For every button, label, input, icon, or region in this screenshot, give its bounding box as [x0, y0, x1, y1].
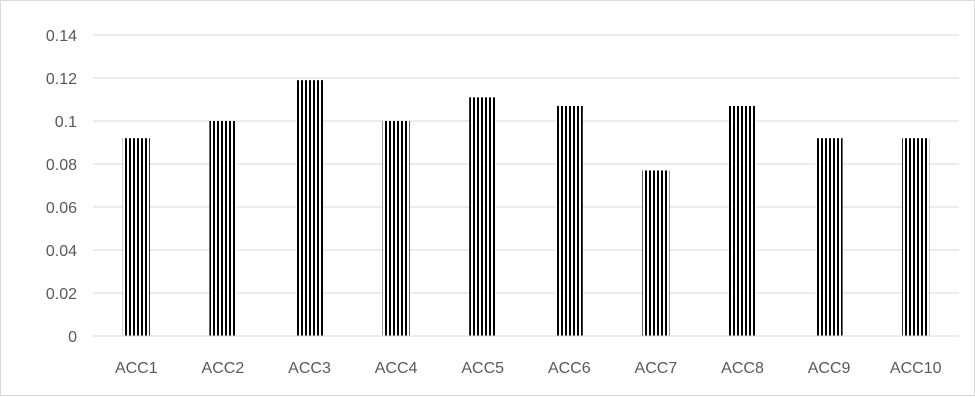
- x-tick-label: ACC3: [288, 360, 331, 377]
- x-tick-label: ACC5: [461, 360, 504, 377]
- y-tick-label: 0.1: [55, 114, 77, 131]
- x-tick-label: ACC1: [115, 360, 158, 377]
- y-tick-label: 0.08: [46, 157, 77, 174]
- x-axis-tick-labels: ACC1 ACC2 ACC3 ACC4 ACC5 ACC6 ACC7 ACC8 ACC9 ACC1…: [115, 360, 942, 377]
- x-tick-label: ACC6: [548, 360, 591, 377]
- y-tick-label: 0.04: [46, 243, 77, 260]
- gridlines: [93, 34, 959, 294]
- bar-acc2: [209, 121, 237, 336]
- y-tick-label: 0: [68, 329, 77, 346]
- bar-acc6: [555, 105, 583, 336]
- bars: [122, 80, 930, 337]
- y-axis-tick-labels: 0 0.02 0.04 0.06 0.08 0.1 0.12 0.14: [46, 28, 77, 346]
- bar-acc4: [382, 121, 410, 336]
- y-tick-label: 0.02: [46, 286, 77, 303]
- bar-acc1: [122, 138, 150, 336]
- x-tick-label: ACC7: [635, 360, 678, 377]
- bar-acc3: [296, 80, 323, 337]
- bar-acc5: [469, 97, 497, 336]
- y-tick-label: 0.12: [46, 71, 77, 88]
- x-tick-label: ACC4: [375, 360, 418, 377]
- bar-acc8: [729, 105, 756, 336]
- bar-acc7: [642, 170, 670, 336]
- x-tick-label: ACC2: [202, 360, 245, 377]
- x-tick-label: ACC8: [721, 360, 764, 377]
- y-tick-label: 0.14: [46, 28, 77, 45]
- x-tick-label: ACC10: [890, 360, 942, 377]
- x-tick-label: ACC9: [808, 360, 851, 377]
- y-tick-label: 0.06: [46, 200, 77, 217]
- bar-acc10: [902, 138, 930, 336]
- bar-acc9: [815, 138, 843, 336]
